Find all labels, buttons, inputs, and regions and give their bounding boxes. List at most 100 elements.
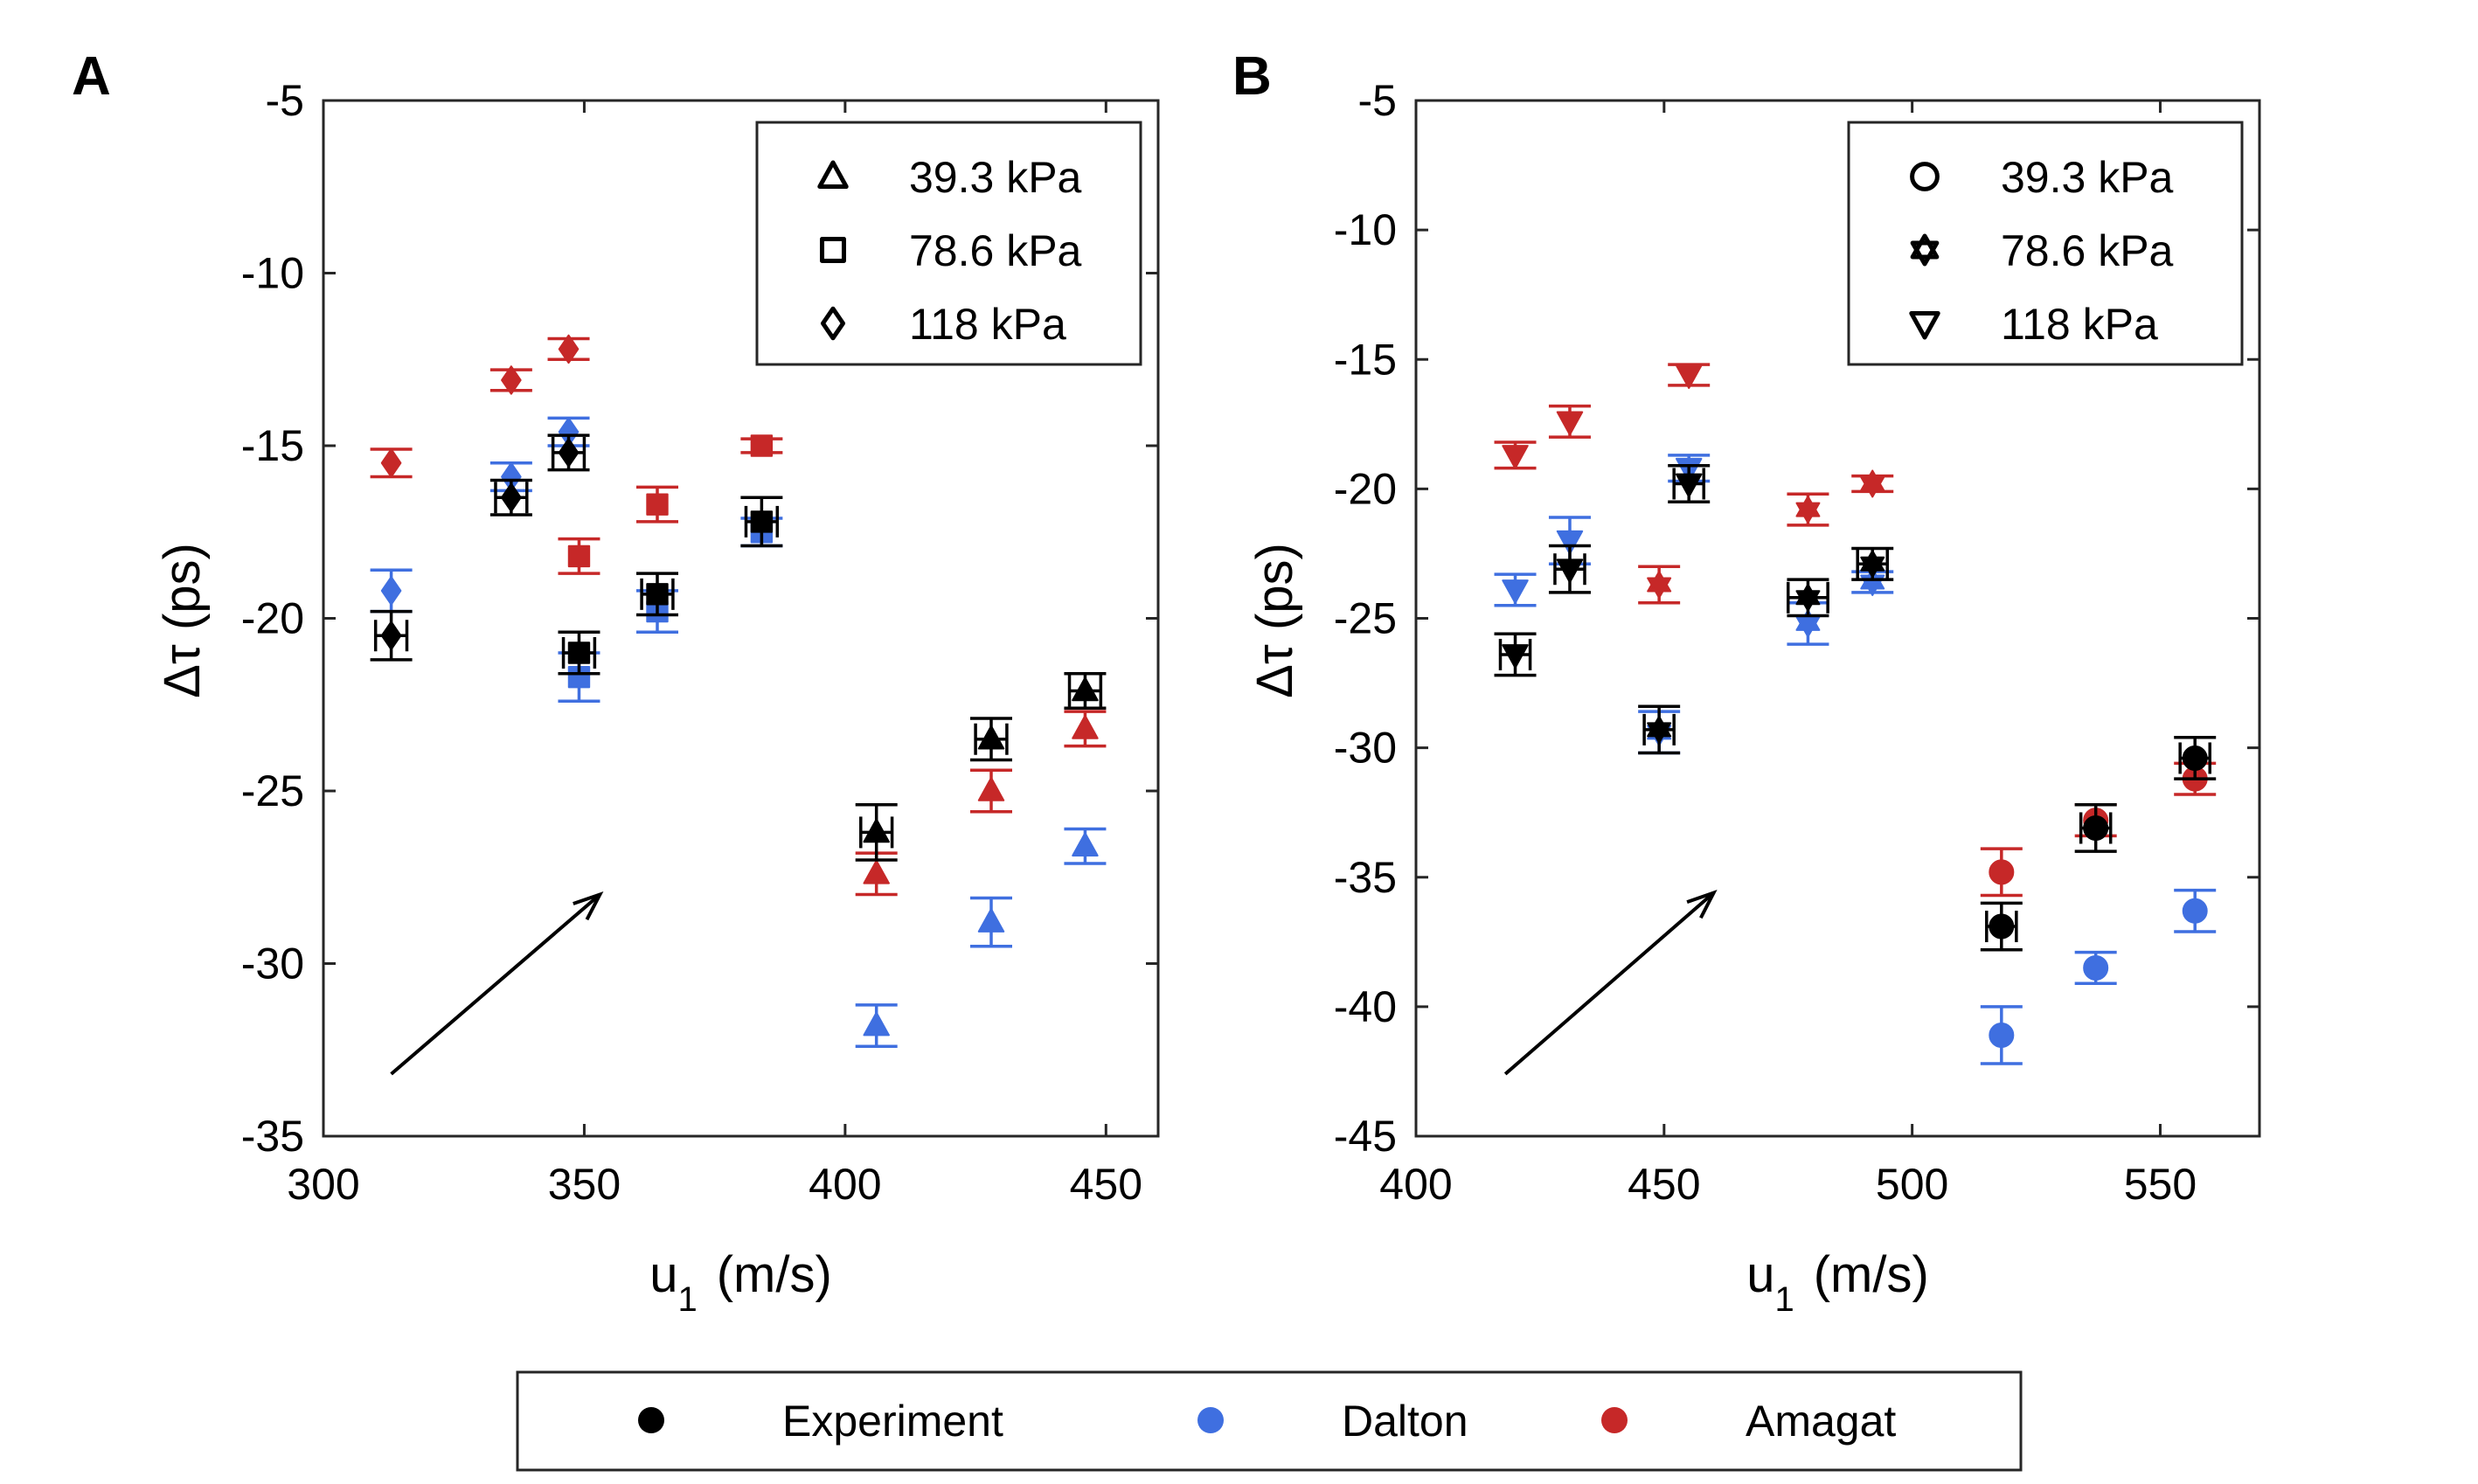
y-tick-label: -15 xyxy=(241,421,304,470)
bottom-legend-box xyxy=(516,1370,2023,1472)
data-point-amagat xyxy=(567,544,591,568)
x-axis-label-unit: (m/s) xyxy=(717,1246,832,1303)
x-axis-label-subscript: 1 xyxy=(1774,1280,1794,1319)
series-experiment xyxy=(1494,463,2217,952)
y-tick-label: -10 xyxy=(1334,205,1397,254)
data-point-experiment xyxy=(1556,558,1584,584)
data-point-experiment xyxy=(750,510,774,533)
y-axis-label: Δτ (ps) xyxy=(154,543,211,698)
hexagram-part-down xyxy=(1910,240,1940,267)
y-tick-label: -30 xyxy=(1334,724,1397,773)
hexagram-part-down xyxy=(1860,475,1885,498)
legend-label: 78.6 kPa xyxy=(2001,226,2174,275)
x-tick-label: 550 xyxy=(2124,1160,2197,1209)
data-point-experiment xyxy=(1989,913,2015,940)
x-tick-label: 500 xyxy=(1876,1160,1948,1209)
legend-marker-triangle-down xyxy=(1909,310,1940,340)
legend-marker-circle xyxy=(1910,162,1940,191)
legend-label: 118 kPa xyxy=(909,300,1066,349)
data-point-dalton xyxy=(1989,1022,2015,1048)
y-tick-label: -5 xyxy=(266,76,304,125)
data-point-amagat xyxy=(1072,714,1099,739)
data-point-experiment xyxy=(1860,550,1885,579)
data-point-experiment xyxy=(1072,676,1099,702)
hexagram-part-down xyxy=(1647,722,1672,744)
bottom-legend: Experiment Dalton Amagat xyxy=(516,1370,2023,1472)
data-point-experiment xyxy=(2083,815,2109,841)
data-point-amagat xyxy=(558,334,580,364)
legend-label: 78.6 kPa xyxy=(909,226,1082,275)
data-point-amagat xyxy=(977,777,1005,801)
pressure-legend: 39.3 kPa 78.6 kPa 118 kPa xyxy=(755,121,1142,366)
data-point-experiment xyxy=(1675,473,1703,498)
legend-marker-square xyxy=(820,237,846,263)
y-tick-label: -35 xyxy=(241,1112,304,1161)
data-point-amagat xyxy=(1860,469,1885,498)
hexagram-part-down xyxy=(1647,577,1672,599)
data-point-dalton xyxy=(1502,579,1529,604)
legend-dot-amagat xyxy=(1601,1407,1628,1433)
data-point-dalton xyxy=(2182,898,2208,924)
data-point-dalton xyxy=(863,1011,890,1037)
bottom-legend-label: Dalton xyxy=(1342,1397,1468,1446)
data-point-experiment xyxy=(1647,715,1672,744)
data-point-amagat xyxy=(501,365,522,395)
data-point-amagat xyxy=(750,434,774,457)
panel-letter: A xyxy=(72,46,111,107)
data-point-dalton xyxy=(380,576,402,606)
trend-arrow-head xyxy=(573,891,604,921)
data-point-experiment xyxy=(558,438,580,468)
x-tick-label: 350 xyxy=(548,1160,621,1209)
data-point-amagat xyxy=(1989,859,2015,885)
hexagram-part-down xyxy=(1795,502,1821,524)
data-point-experiment xyxy=(380,621,402,650)
panel-a: A 300 350 400 450 -35 -30 -25 -20 -15 -10 -5 u1 (m/s)… xyxy=(72,46,1160,1319)
y-tick-label: -35 xyxy=(1334,853,1397,902)
data-point-amagat xyxy=(1675,364,1703,390)
series-dalton xyxy=(1494,454,2217,1065)
series-amagat xyxy=(370,334,1107,897)
series-experiment xyxy=(370,433,1107,862)
y-tick-label: -25 xyxy=(241,766,304,815)
panel-letter: B xyxy=(1232,46,1272,107)
data-point-experiment xyxy=(977,725,1005,750)
x-tick-label: 450 xyxy=(1628,1160,1700,1209)
y-tick-label: -40 xyxy=(1334,982,1397,1031)
legend-dot-experiment xyxy=(638,1407,664,1433)
trend-arrow-line xyxy=(390,892,601,1076)
trend-arrow-line xyxy=(1503,891,1715,1076)
data-point-dalton xyxy=(1556,530,1584,555)
legend-label: 39.3 kPa xyxy=(909,153,1082,202)
legend-marker-diamond xyxy=(820,306,846,341)
x-axis-label: u1 (m/s) xyxy=(1746,1246,1929,1319)
data-point-amagat xyxy=(1647,570,1672,599)
y-tick-label: -25 xyxy=(1334,594,1397,643)
data-point-amagat xyxy=(646,493,669,516)
x-axis-label-subscript: 1 xyxy=(677,1280,697,1319)
data-point-dalton xyxy=(2083,954,2109,981)
data-point-experiment xyxy=(567,641,591,664)
y-axis-label: Δτ (ps) xyxy=(1246,543,1303,698)
y-tick-label: -5 xyxy=(1358,76,1397,125)
y-tick-label: -45 xyxy=(1334,1112,1397,1161)
data-point-experiment xyxy=(863,818,890,843)
legend-marker-hexagram xyxy=(1910,233,1940,267)
bottom-legend-label: Experiment xyxy=(782,1397,1003,1446)
data-point-amagat xyxy=(863,859,890,884)
y-tick-label: -20 xyxy=(241,594,304,643)
y-tick-label: -30 xyxy=(241,940,304,988)
y-tick-label: -10 xyxy=(241,249,304,298)
data-point-experiment xyxy=(646,583,669,606)
pressure-legend: 39.3 kPa 78.6 kPa 118 kPa xyxy=(1847,121,2244,366)
x-axis-label-unit: (m/s) xyxy=(1814,1246,1929,1303)
hexagram-part-up xyxy=(1910,233,1940,260)
x-tick-label: 400 xyxy=(809,1160,881,1209)
series-amagat xyxy=(1494,363,2217,898)
y-tick-label: -15 xyxy=(1334,335,1397,384)
x-tick-label: 300 xyxy=(287,1160,359,1209)
data-point-dalton xyxy=(977,908,1005,933)
bottom-legend-label: Amagat xyxy=(1746,1397,1896,1446)
panel-b: B 400 450 500 550 -45 -40 -35 -30 -25 -20 -15 -10 -5 u… xyxy=(1232,46,2261,1319)
data-point-experiment xyxy=(501,482,522,512)
